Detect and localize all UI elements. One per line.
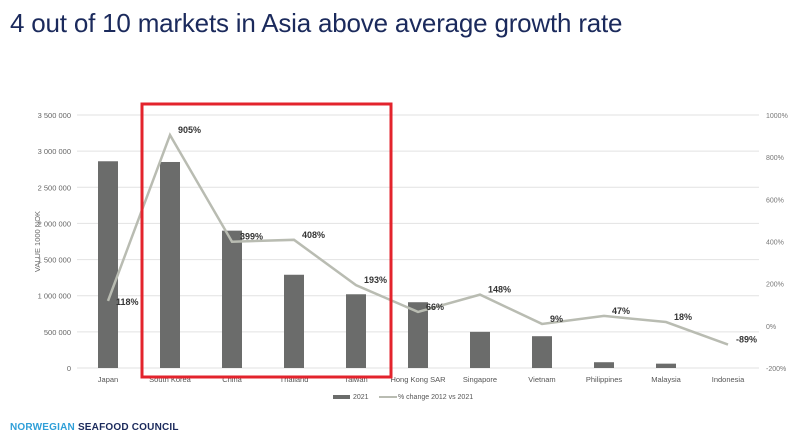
y-tick-label: 2 000 000 [38,219,71,228]
data-label: 408% [302,230,325,240]
bar [222,230,242,368]
legend-swatch-bars [333,395,350,399]
x-tick-label: China [222,375,242,384]
x-tick-label: Singapore [463,375,497,384]
bar [594,362,614,368]
y-tick-label: 1 000 000 [38,292,71,301]
brand-logo: NORWEGIAN SEAFOOD COUNCIL [10,422,179,433]
y2-tick-label: 1000% [766,113,788,120]
legend-label-line: % change 2012 vs 2021 [398,394,473,401]
y-tick-label: 0 [67,364,71,373]
x-tick-label: Philippines [586,375,623,384]
data-label: 905% [178,125,201,135]
bar [532,336,552,368]
bar [98,161,118,368]
x-tick-label: Japan [98,375,118,384]
page-title: 4 out of 10 markets in Asia above averag… [10,8,623,38]
data-label: 118% [116,297,139,307]
bar [346,294,366,368]
bar [656,363,676,368]
data-label: 47% [612,306,630,316]
y2-tick-label: -200% [766,366,786,373]
x-tick-label: Hong Kong SAR [390,375,446,384]
y2-tick-label: 200% [766,282,784,289]
data-label: -89% [736,335,757,345]
series-line [106,132,729,346]
data-label: 148% [488,285,511,295]
x-tick-label: Thailand [280,375,309,384]
x-tick-label: Malaysia [651,375,681,384]
y2-tick-label: 0% [766,324,776,331]
x-tick-label: Vietnam [528,375,555,384]
y2-tick-label: 600% [766,197,784,204]
y-tick-label: 3 000 000 [38,147,71,156]
data-label: 9% [550,314,563,324]
y-tick-label: 2 500 000 [38,183,71,192]
x-tick-label: Indonesia [712,375,745,384]
y-tick-label: 1 500 000 [38,256,71,265]
bar [284,274,304,368]
chart: 0 500 000 1 000 000 1 500 000 2 000 000 2 500… [33,102,788,401]
x-tick-label: South Korea [149,375,192,384]
y-tick-label: 500 000 [44,328,71,337]
data-label: 18% [674,312,692,322]
y2-tick-label: 800% [766,155,784,162]
legend-label-bars: 2021 [353,394,369,401]
x-tick-label: Taiwan [344,375,367,384]
bar [470,331,490,368]
data-label: 193% [364,275,387,285]
bar [160,161,180,368]
highlight-box [140,102,393,379]
data-label: 399% [240,232,263,242]
y-tick-label: 3 500 000 [38,111,71,120]
data-label: 66% [426,302,444,312]
y-axis-label: VALUE 1000 NOK [33,211,42,272]
y2-tick-label: 400% [766,240,784,247]
bar [408,302,428,368]
